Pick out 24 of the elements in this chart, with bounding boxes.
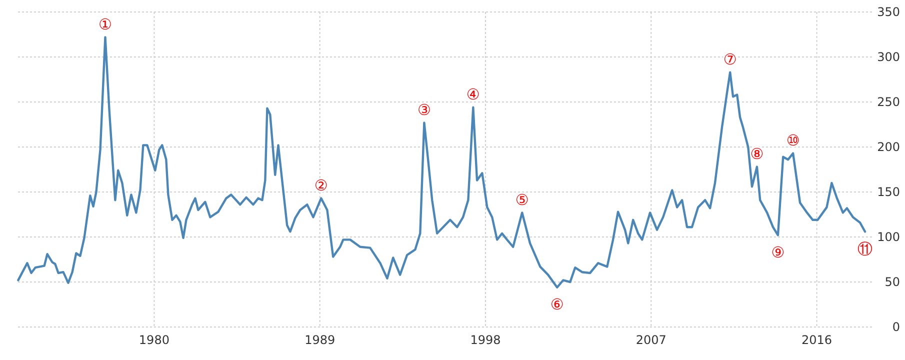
annotation: ⑤ (515, 190, 529, 209)
y-tick-label: 350 (877, 5, 900, 20)
y-tick-label: 200 (877, 140, 900, 154)
annotation: ⑦ (723, 50, 737, 69)
y-tick-label: 100 (877, 230, 900, 244)
annotation: ② (314, 176, 328, 195)
annotation: ④ (466, 86, 480, 104)
y-tick-label: 300 (877, 50, 900, 64)
annotation: ⑩ (786, 132, 800, 150)
x-tick-label: 2007 (636, 333, 666, 347)
annotation: ① (98, 15, 112, 34)
x-tick-label: 2016 (802, 333, 832, 347)
x-tick-label: 1980 (138, 333, 170, 347)
x-tick-label: 1998 (470, 333, 501, 347)
y-tick-label: 250 (877, 95, 900, 110)
y-tick-label: 150 (877, 185, 900, 200)
annotation: ⑨ (771, 243, 785, 262)
annotation: ③ (417, 100, 431, 119)
y-tick-label: 50 (884, 275, 900, 290)
annotation: ⑧ (750, 145, 764, 164)
y-tick-label: 0 (892, 320, 900, 334)
annotation: ⑪ (858, 240, 873, 258)
x-tick-label: 1989 (304, 333, 336, 347)
annotation: ⑥ (550, 296, 564, 314)
